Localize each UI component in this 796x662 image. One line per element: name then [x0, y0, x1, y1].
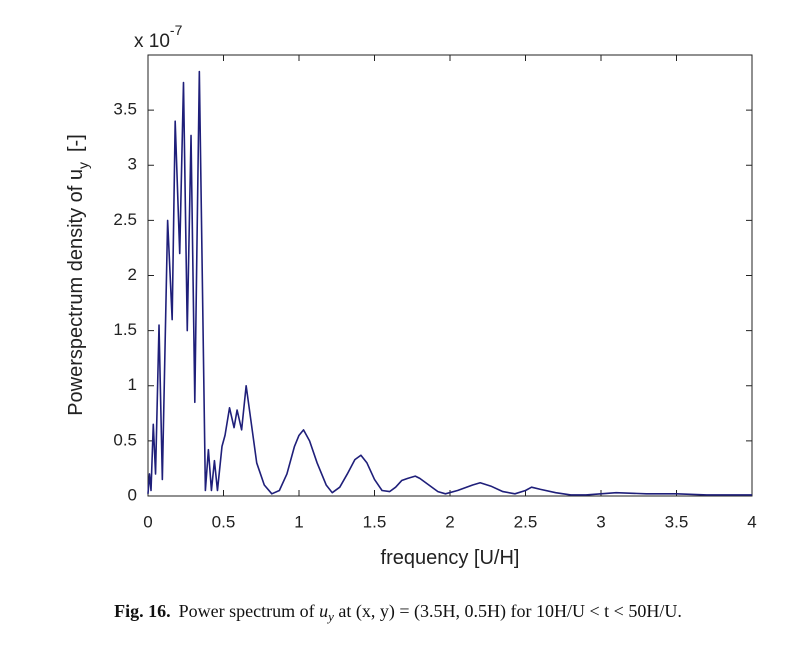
caption-text: at (x, y) = (3.5H, 0.5H) for 10H/U < t <… — [334, 601, 682, 622]
y-tick-label: 0 — [128, 485, 137, 504]
x-tick-label: 2.5 — [514, 512, 538, 531]
caption-text: Power spectrum of — [179, 601, 319, 621]
y-multiplier: x 10-7 — [134, 22, 183, 52]
caption: Fig. 16. Power spectrum of uy at (x, y) =… — [114, 601, 682, 624]
x-tick-label: 2 — [445, 512, 454, 531]
y-axis-label-unit: [-] — [65, 134, 87, 152]
x-tick-label: 0 — [143, 512, 152, 531]
y-multiplier-exponent: -7 — [170, 22, 183, 38]
x-axis-label: frequency [U/H] — [381, 547, 520, 569]
caption-var: u — [319, 601, 328, 621]
data-line — [147, 70, 752, 496]
y-tick-label: 3 — [128, 155, 137, 174]
y-tick-label: 3.5 — [113, 100, 137, 119]
x-tick-label: 1 — [294, 512, 303, 531]
y-axis-label: Powerspectrum density of uy [-] — [65, 134, 91, 416]
plot-frame — [147, 54, 753, 497]
x-tick-label: 3.5 — [665, 512, 689, 531]
y-tick-label: 2.5 — [113, 210, 137, 229]
y-tick-label: 0.5 — [113, 430, 137, 449]
caption-sub: y — [326, 609, 334, 624]
y-tick-label: 1 — [128, 375, 137, 394]
caption-label: Fig. 16. — [114, 601, 171, 621]
y-axis-label-sub: y — [75, 162, 91, 169]
y-tick-label: 1.5 — [113, 320, 137, 339]
y-axis-label-main: Powerspectrum density of u — [65, 169, 87, 416]
y-tick-label: 2 — [128, 265, 137, 284]
x-tick-label: 0.5 — [212, 512, 236, 531]
x-tick-label: 4 — [747, 512, 756, 531]
y-multiplier-base: x 10 — [134, 31, 170, 52]
x-tick-label: 1.5 — [363, 512, 387, 531]
x-tick-label: 3 — [596, 512, 605, 531]
